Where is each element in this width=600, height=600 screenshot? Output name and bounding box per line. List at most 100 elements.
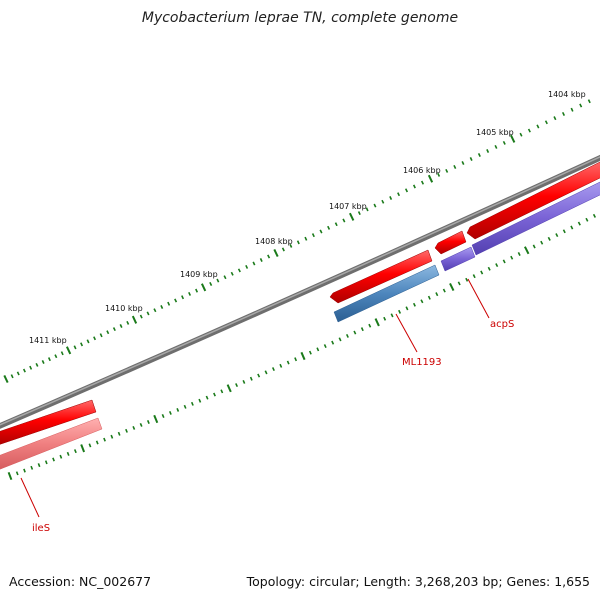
genome-summary: Topology: circular; Length: 3,268,203 bp… (246, 574, 590, 589)
outer-track-minor-tick (223, 275, 227, 280)
reverse-cds-track (0, 181, 600, 470)
inner-track-minor-tick (125, 428, 128, 433)
kbp-label-1411: 1411 kbp (29, 336, 67, 345)
outer-track-minor-tick (397, 192, 401, 197)
cds-forward-acps-left (434, 230, 467, 255)
outer-track-minor-tick (86, 339, 90, 344)
outer-track-major-tick (3, 374, 9, 384)
inner-track-minor-tick (570, 225, 574, 230)
inner-track-minor-tick (510, 255, 514, 260)
outer-track-minor-tick (160, 305, 164, 309)
inner-track-minor-tick (360, 327, 364, 332)
inner-track-minor-tick (59, 454, 63, 459)
inner-track-minor-tick (213, 392, 216, 397)
inner-track-minor-tick (502, 259, 506, 264)
outer-track-minor-tick (536, 124, 540, 129)
inner-track-minor-tick (257, 373, 261, 378)
inner-track-minor-tick (44, 460, 48, 465)
kbp-label-1404: 1404 kbp (548, 90, 586, 99)
inner-track-minor-tick (176, 408, 180, 412)
inner-track-major-tick (153, 414, 159, 424)
gene-label-acps: acpS (490, 319, 514, 330)
outer-track-minor-tick (16, 371, 20, 376)
outer-track-minor-tick (477, 153, 481, 157)
outer-track-minor-tick (112, 327, 116, 332)
inner-track-major-tick (7, 471, 13, 481)
genome-title: Mycobacterium leprae TN, complete genome (141, 10, 459, 26)
outer-track-minor-tick (252, 261, 256, 266)
kbp-label-1409: 1409 kbp (180, 270, 218, 279)
inner-track-minor-tick (323, 344, 327, 349)
outer-track-major-tick (510, 134, 516, 143)
inner-track-minor-tick (368, 323, 372, 328)
outer-track-minor-tick (579, 103, 583, 108)
inner-track-minor-tick (139, 422, 143, 427)
outer-track-minor-tick (73, 345, 77, 350)
outer-track-minor-tick (80, 342, 84, 347)
outer-track-minor-tick (188, 291, 192, 296)
inner-track-minor-tick (383, 316, 387, 321)
inner-track-minor-tick (442, 288, 446, 293)
outer-track-minor-tick (209, 281, 213, 286)
inner-track-minor-tick (95, 440, 99, 445)
outer-track-minor-tick (106, 330, 110, 335)
inner-track-minor-tick (592, 213, 597, 218)
outer-track-minor-tick (357, 211, 361, 216)
outer-track-major-tick (349, 212, 355, 221)
inner-track-minor-tick (132, 425, 136, 430)
inner-track-major-tick (300, 351, 306, 361)
inner-track-minor-tick (390, 313, 394, 318)
outer-track-minor-tick (494, 144, 498, 149)
inner-track-minor-tick (242, 379, 246, 384)
inner-track-minor-tick (517, 252, 521, 256)
inner-track-minor-tick (308, 350, 312, 355)
outer-track-minor-tick (373, 203, 377, 208)
outer-track-major-tick (65, 346, 72, 355)
outer-track-minor-tick (553, 116, 557, 121)
outer-track-minor-tick (167, 301, 171, 306)
kbp-label-1406: 1406 kbp (403, 166, 441, 175)
outer-track-minor-tick (461, 161, 465, 165)
outer-track-minor-tick (99, 333, 103, 338)
outer-track-minor-tick (469, 157, 473, 161)
inner-track-minor-tick (345, 333, 349, 338)
outer-track-minor-tick (342, 218, 346, 223)
inner-track-minor-tick (249, 376, 253, 381)
kbp-label-1410: 1410 kbp (105, 304, 143, 313)
leader-line-acps (467, 278, 490, 319)
leader-line-ml1193 (395, 313, 418, 353)
gene-label-iles: ileS (32, 523, 50, 534)
outer-track-minor-tick (47, 357, 51, 362)
outer-track-minor-tick (153, 308, 157, 313)
outer-track-minor-tick (420, 180, 425, 185)
forward-cds-track (0, 161, 600, 445)
outer-track-minor-tick (60, 351, 64, 356)
outer-track-minor-tick (139, 314, 143, 319)
outer-track-major-tick (427, 174, 434, 183)
gene-label-ml1193: ML1193 (402, 357, 442, 368)
inner-track-minor-tick (562, 229, 566, 234)
outer-track-minor-tick (311, 233, 315, 238)
cds-forward-ml1193-left (329, 249, 433, 304)
inner-track-minor-tick (435, 292, 439, 297)
inner-track-minor-tick (316, 347, 320, 352)
outer-track-minor-tick (296, 240, 300, 245)
inner-track-minor-tick (465, 277, 469, 282)
outer-track-major-tick (273, 248, 279, 258)
inner-track-minor-tick (161, 413, 165, 419)
inner-track-major-tick (449, 282, 455, 292)
outer-track-minor-tick (22, 368, 26, 373)
inner-track-minor-tick (146, 419, 150, 425)
accession-label: Accession: NC_002677 (9, 574, 152, 589)
kbp-label-1407: 1407 kbp (329, 202, 367, 211)
outer-track-minor-tick (389, 196, 393, 200)
inner-track-minor-tick (271, 367, 275, 372)
outer-track-minor-tick (195, 288, 199, 293)
outer-track-minor-tick (237, 268, 241, 273)
outer-track-minor-tick (319, 229, 323, 234)
inner-track-major-tick (226, 384, 232, 393)
inner-track-minor-tick (73, 449, 77, 454)
outer-track-minor-tick (35, 362, 39, 367)
outer-track-minor-tick (181, 295, 185, 300)
inner-track-minor-tick (279, 363, 283, 368)
